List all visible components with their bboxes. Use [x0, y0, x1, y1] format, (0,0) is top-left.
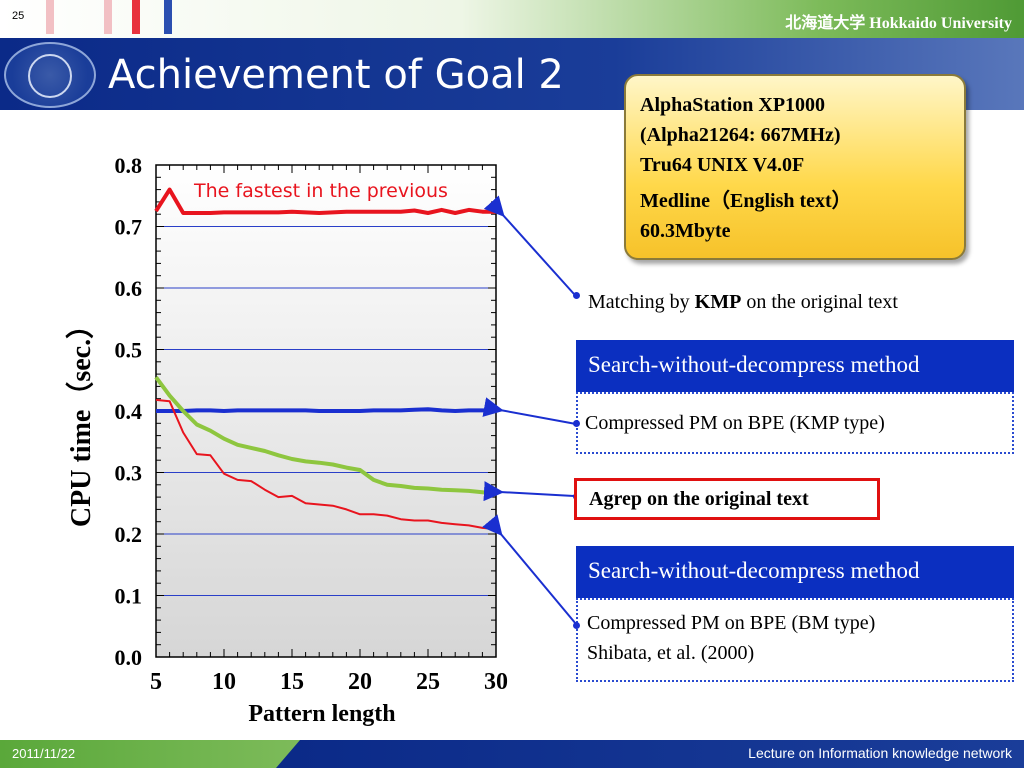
slide-title: Achievement of Goal 2 — [108, 52, 564, 98]
y-tick-label: 0.0 — [115, 645, 143, 670]
decorative-stripe — [164, 0, 172, 34]
y-tick-label: 0.3 — [115, 461, 143, 486]
spec-line: Tru64 UNIX V4.0F — [640, 154, 805, 176]
series-line-3 — [154, 376, 497, 496]
bullet-icon — [573, 292, 580, 299]
slide-number: 25 — [12, 10, 25, 22]
x-tick-label: 30 — [484, 669, 508, 695]
method-2-citation: Shibata, et al. (2000) — [587, 642, 755, 664]
method-header: Search-without-decompress method — [576, 546, 1014, 598]
spec-line: 60.3Mbyte — [640, 220, 731, 242]
top-bar: 25 北海道大学 Hokkaido University — [0, 0, 1024, 38]
x-axis-label: Pattern length — [248, 701, 395, 727]
y-tick-label: 0.5 — [115, 338, 143, 363]
y-tick-label: 0.7 — [115, 215, 143, 240]
method-2-box — [576, 598, 1014, 682]
cpu-time-chart: 0.0 0.1 0.2 0.3 0.4 0.5 0.6 0.7 0.8 5 10 15 20 25 30 T… — [64, 153, 508, 727]
footer-lecture: Lecture on Information knowledge network — [748, 745, 1012, 761]
spec-line: Medline（English text） — [640, 190, 852, 212]
series-line-1 — [154, 187, 496, 215]
y-tick-label: 0.8 — [115, 153, 143, 178]
x-tick-label: 15 — [280, 669, 304, 695]
machine-spec-box: AlphaStation XP1000 (Alpha21264: 667MHz)… — [624, 74, 966, 260]
method-1-description: Compressed PM on BPE (KMP type) — [585, 412, 885, 434]
y-tick-label: 0.4 — [115, 399, 143, 424]
x-tick-label: 5 — [150, 669, 162, 695]
y-tick-label: 0.1 — [115, 584, 143, 609]
university-name: 北海道大学 Hokkaido University — [785, 15, 1012, 32]
decorative-stripe — [46, 0, 54, 34]
method-header: Search-without-decompress method — [576, 340, 1014, 392]
y-tick-label: 0.2 — [115, 522, 143, 547]
footer-date: 2011/11/22 — [12, 746, 76, 761]
x-tick-label: 25 — [416, 669, 440, 695]
series-line-4 — [155, 398, 497, 531]
spec-line: AlphaStation XP1000 — [640, 94, 826, 116]
footer-bar: 2011/11/22 Lecture on Information knowle… — [0, 740, 1024, 768]
decorative-stripe — [104, 0, 112, 34]
agrep-label: Agrep on the original text — [574, 478, 880, 520]
y-axis-label: CPU time（sec.） — [64, 311, 97, 527]
bullet-icon — [573, 622, 580, 629]
university-seal-icon — [4, 42, 96, 108]
y-tick-label: 0.6 — [115, 276, 143, 301]
method-2-description: Compressed PM on BPE (BM type) — [587, 612, 876, 634]
bullet-icon — [573, 420, 580, 427]
chart-annotation: The fastest in the previous — [193, 180, 448, 202]
x-tick-label: 20 — [348, 669, 372, 695]
spec-line: (Alpha21264: 667MHz) — [640, 124, 841, 146]
decorative-stripe — [132, 0, 140, 34]
x-tick-label: 10 — [212, 669, 236, 695]
kmp-annotation: Matching by KMP on the original text — [588, 291, 898, 313]
series-line-2 — [156, 407, 496, 413]
